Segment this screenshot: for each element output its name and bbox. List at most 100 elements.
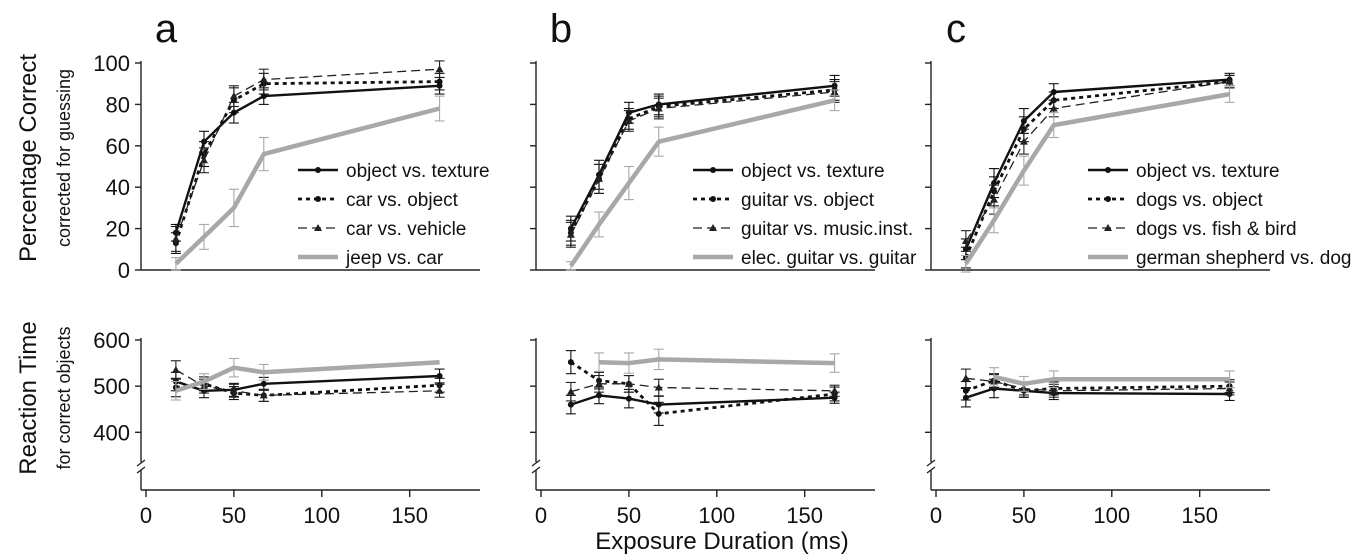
rt-series-4 — [170, 357, 440, 401]
legend-b: object vs. texture guitar vs. object guita… — [693, 161, 917, 269]
series-line — [570, 383, 835, 393]
legend-a: object vs. texture car vs. object car vs. … — [298, 161, 490, 269]
legend-marker — [710, 167, 716, 173]
data-point — [259, 75, 268, 83]
accuracy-y-tick-label: 100 — [93, 51, 130, 76]
x-tick-label: 0 — [535, 503, 547, 528]
x-tick-label: 100 — [303, 503, 340, 528]
data-point — [229, 386, 238, 394]
rt-y-tick-label: 500 — [93, 374, 130, 399]
data-point — [961, 237, 970, 245]
series-line — [569, 98, 836, 268]
accuracy-y-tick-label: 60 — [106, 134, 130, 159]
x-axis-label: Exposure Duration (ms) — [595, 528, 848, 555]
data-point — [436, 78, 443, 85]
legend-c: object vs. texture dogs vs. object dogs vs… — [1088, 161, 1351, 269]
data-point — [229, 92, 238, 100]
x-tick-label: 0 — [930, 503, 942, 528]
data-point — [830, 386, 839, 394]
legend-marker — [1105, 167, 1111, 173]
data-point — [595, 174, 604, 182]
legend-label: guitar vs. music.inst. — [741, 219, 913, 240]
accuracy-y-tick-label: 40 — [106, 175, 130, 200]
axis-break-mark — [926, 459, 936, 474]
legend-label: dogs vs. fish & bird — [1136, 219, 1297, 240]
legend-label: dogs vs. object — [1136, 190, 1263, 211]
panel-letter-b: b — [550, 7, 572, 51]
legend-marker — [709, 224, 717, 231]
accuracy-y-tick-label: 0 — [118, 258, 130, 283]
rt-y-axis-sublabel: for correct objects — [54, 326, 74, 469]
data-point — [625, 395, 632, 402]
legend-label: car vs. vehicle — [346, 219, 466, 240]
panel-b: b 0 50 100 150 object vs. texture guitar vs. o… — [530, 7, 917, 528]
x-tick-label: 50 — [617, 503, 641, 528]
rt-y-tick-label: 600 — [93, 328, 130, 353]
data-point — [566, 387, 575, 395]
rt-series-2 — [170, 376, 445, 402]
legend-label: car vs. object — [346, 190, 459, 211]
rt-series-1 — [170, 368, 445, 399]
data-point — [171, 366, 180, 373]
data-point — [654, 383, 663, 391]
data-point — [435, 65, 444, 73]
x-tick-label: 100 — [698, 503, 735, 528]
accuracy-y-axis-sublabel: corrected for guessing — [54, 69, 74, 247]
series-line — [965, 379, 1230, 393]
data-point — [962, 387, 969, 394]
legend-marker — [314, 224, 322, 231]
data-point — [596, 392, 603, 399]
legend-label: guitar vs. object — [741, 190, 875, 211]
x-tick-label: 150 — [1181, 503, 1218, 528]
data-point — [435, 386, 444, 394]
x-tick-label: 150 — [391, 503, 428, 528]
series-line — [175, 359, 440, 393]
data-point — [260, 93, 267, 100]
legend-label: elec. guitar vs. guitar — [741, 248, 917, 269]
data-point — [1049, 104, 1058, 112]
panel-letter-c: c — [946, 7, 966, 51]
data-point — [624, 116, 633, 124]
accuracy-series-3 — [960, 74, 1235, 252]
data-point — [1225, 77, 1234, 85]
accuracy-y-axis-label: Percentage Correct — [15, 54, 42, 262]
rt-y-tick-label: 400 — [93, 420, 130, 445]
accuracy-y-tick-label: 20 — [106, 217, 130, 242]
accuracy-series-4 — [960, 85, 1235, 273]
x-tick-label: 150 — [786, 503, 823, 528]
legend-label: object vs. texture — [741, 161, 885, 182]
x-tick-label: 50 — [222, 503, 246, 528]
legend-label: jeep vs. car — [345, 248, 444, 269]
legend-marker — [1104, 224, 1112, 231]
series-line — [993, 374, 1230, 387]
accuracy-series-1 — [170, 76, 445, 242]
panel-letter-a: a — [155, 7, 178, 51]
rt-series-4 — [594, 348, 840, 374]
legend-marker — [1105, 196, 1111, 202]
x-tick-label: 0 — [140, 503, 152, 528]
accuracy-series-4 — [170, 95, 445, 271]
accuracy-y-tick-label: 80 — [106, 92, 130, 117]
data-point — [654, 104, 663, 112]
data-point — [624, 379, 633, 387]
axis-break-mark — [136, 459, 146, 474]
x-tick-label: 100 — [1093, 503, 1130, 528]
series-line — [964, 91, 1230, 266]
panel-a: a 0 20 40 60 80 100 400 500 600 0 50 100 150 object vs… — [93, 7, 489, 528]
legend-marker — [315, 167, 321, 173]
legend-marker — [315, 196, 321, 202]
data-point — [436, 373, 443, 379]
data-point — [567, 359, 574, 366]
rt-y-axis-label: Reaction Time — [15, 321, 42, 474]
series-line — [174, 106, 441, 266]
legend-marker — [710, 196, 716, 202]
data-point — [655, 410, 662, 417]
panel-c: c 0 50 100 150 object vs. texture dogs vs. obj… — [925, 7, 1351, 528]
data-point — [259, 391, 268, 399]
rt-series-1 — [565, 386, 840, 415]
data-point — [171, 234, 180, 242]
axis-break-mark — [531, 459, 541, 474]
rt-series-4 — [989, 367, 1235, 392]
